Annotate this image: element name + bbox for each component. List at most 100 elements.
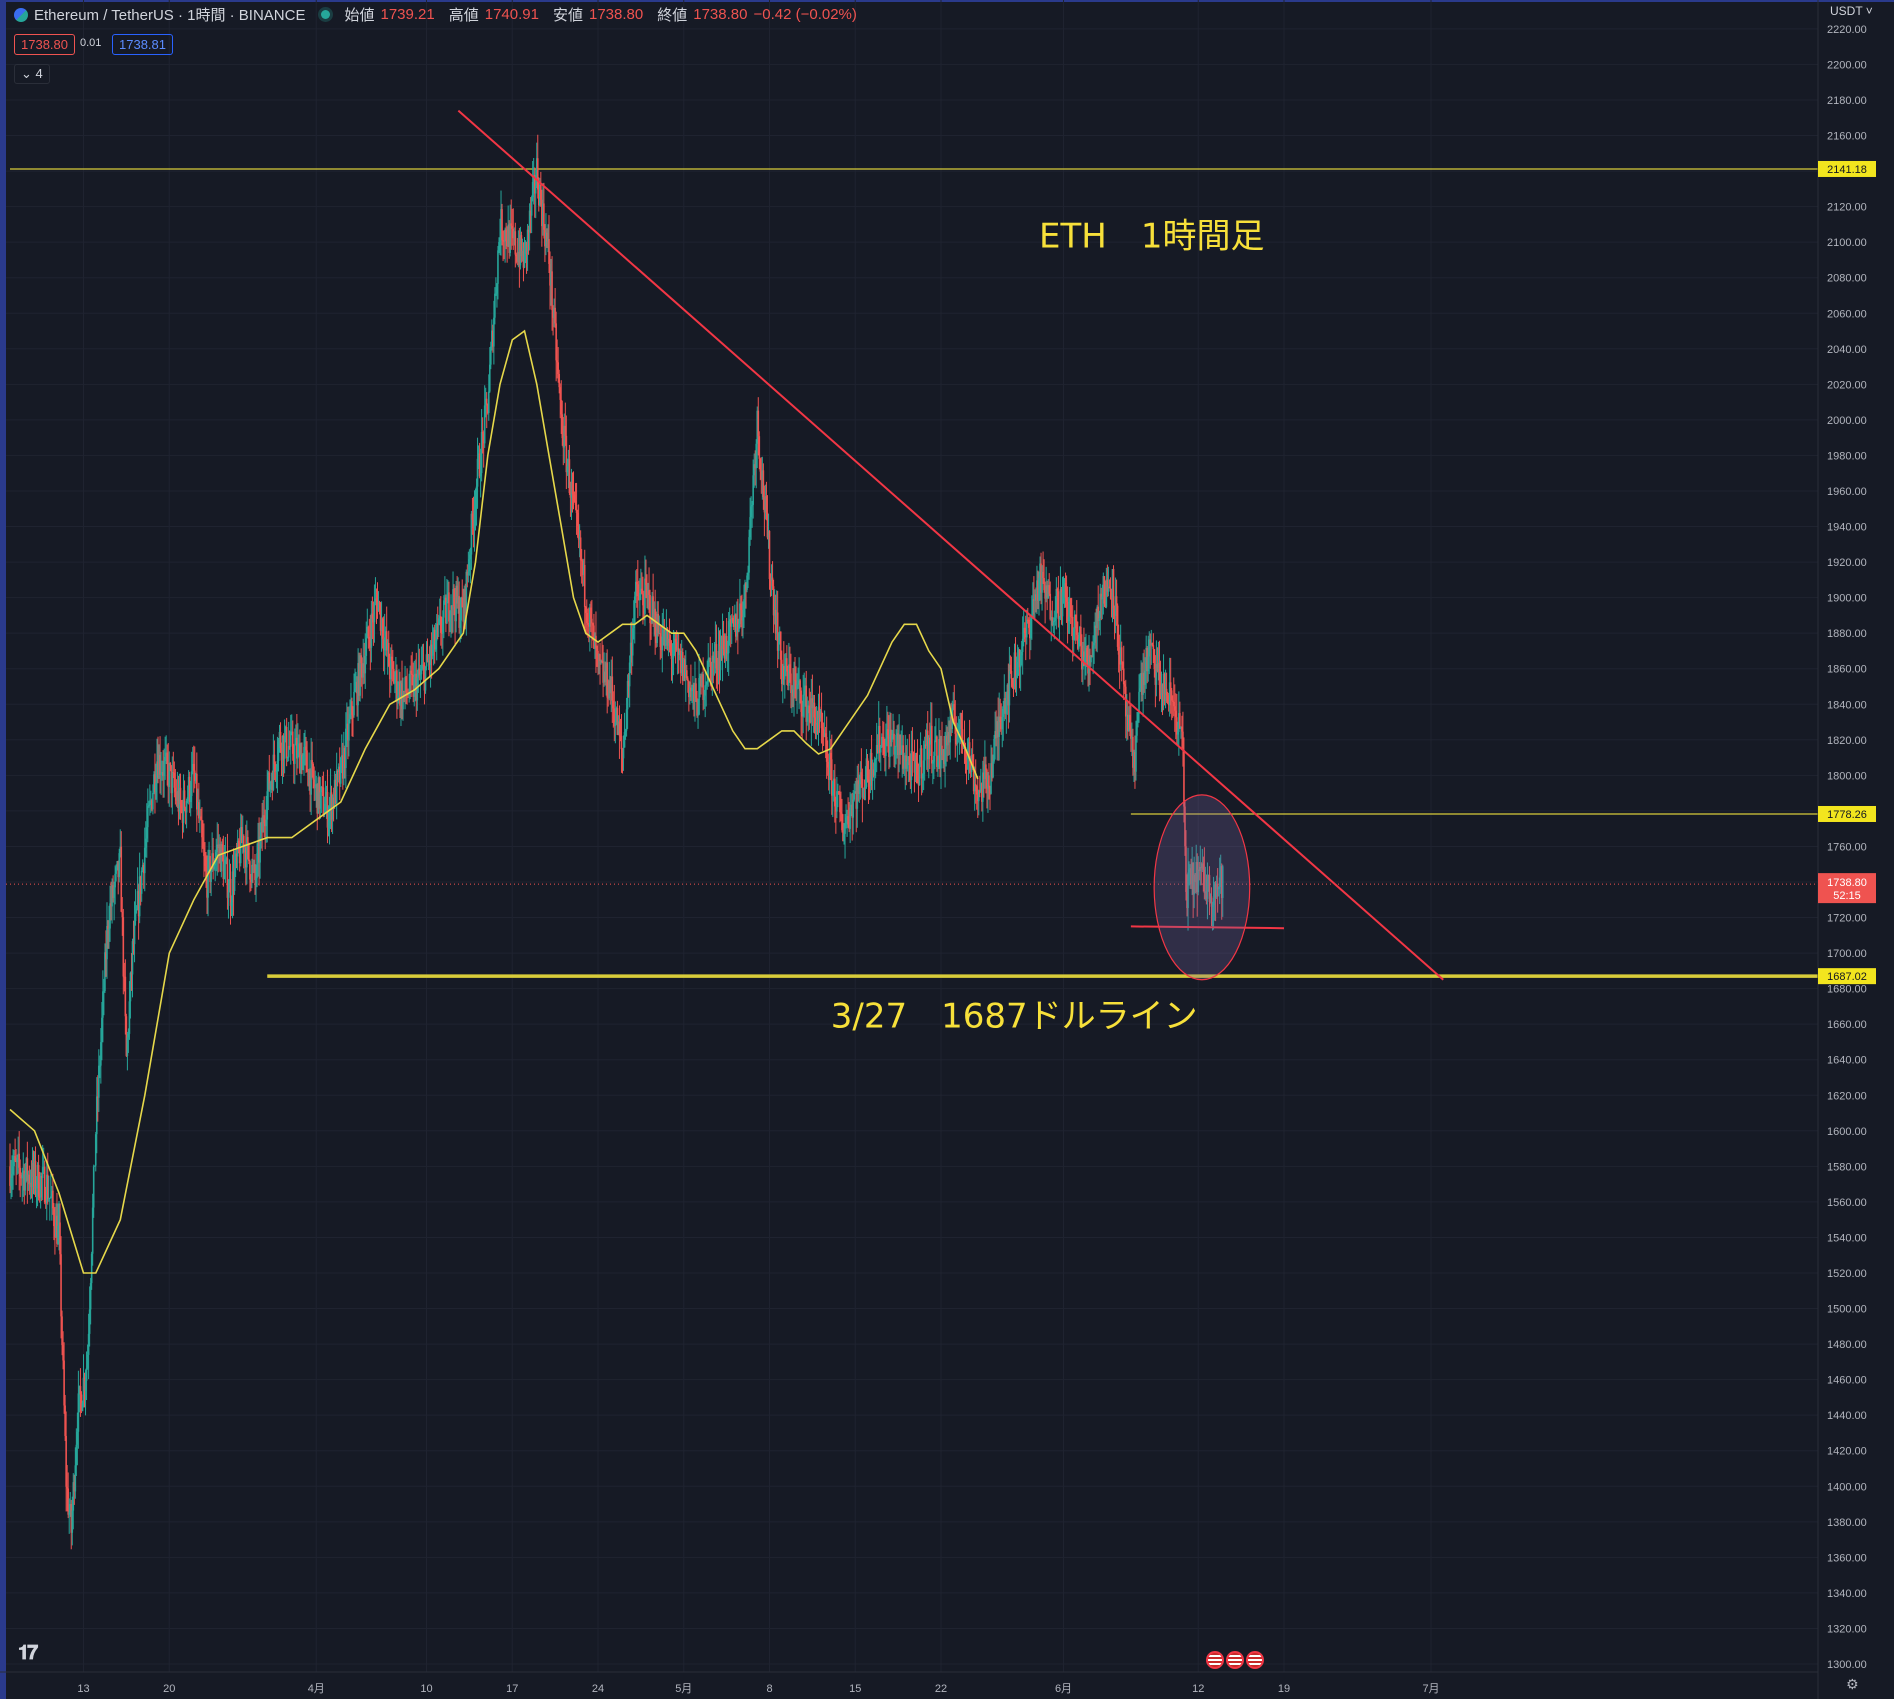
candle	[988, 775, 990, 788]
candle	[206, 876, 208, 898]
candle	[576, 512, 579, 526]
candle	[826, 761, 829, 768]
candle	[144, 838, 147, 848]
us-flag-icon[interactable]	[1226, 1651, 1244, 1669]
candle	[500, 209, 502, 238]
candle	[1188, 869, 1190, 873]
candle	[779, 631, 782, 660]
candle	[190, 771, 193, 796]
candle	[1099, 593, 1102, 619]
candle	[1032, 599, 1034, 615]
price-axis[interactable]: 2220.002200.002180.002160.002140.002120.…	[1817, 0, 1876, 1699]
candle	[733, 614, 736, 628]
candle	[84, 1380, 87, 1391]
candle	[112, 885, 114, 898]
candle	[535, 158, 538, 186]
trendlines[interactable]	[457, 109, 1444, 981]
y-tick-label: 1900.00	[1827, 593, 1867, 605]
settings-icon[interactable]: ⚙	[1846, 1676, 1859, 1692]
candle	[690, 687, 692, 692]
open-value: 1739.21	[380, 6, 435, 23]
economic-events[interactable]	[1206, 1651, 1264, 1669]
candle	[890, 729, 892, 743]
candle	[1097, 606, 1100, 621]
candle	[917, 775, 920, 786]
time-axis[interactable]: 13 20 4月 10 17 24 5月 8 15 22 6月 12 19 7月	[0, 1671, 1818, 1695]
candle	[753, 464, 755, 476]
candle	[119, 846, 122, 854]
candle	[720, 646, 723, 658]
candle	[856, 780, 859, 809]
level-tag	[1818, 805, 1876, 822]
candle	[615, 708, 618, 723]
candle	[488, 364, 491, 392]
candle	[427, 660, 430, 663]
candle	[327, 820, 330, 828]
candle	[1146, 647, 1149, 672]
candle	[68, 1512, 71, 1515]
indicators-toggle[interactable]: ⌄ 4	[14, 64, 50, 84]
candle	[445, 597, 447, 624]
candle	[919, 748, 922, 767]
us-flag-icon[interactable]	[1246, 1651, 1264, 1669]
tradingview-logo[interactable]: 𝟏𝟕	[18, 1642, 38, 1664]
candle	[762, 470, 765, 498]
candle	[496, 283, 498, 294]
candle	[54, 1226, 56, 1238]
candle	[105, 952, 107, 960]
candle	[691, 687, 693, 692]
y-tick-label: 2160.00	[1827, 131, 1867, 143]
candle	[102, 991, 104, 1018]
candle	[264, 823, 267, 827]
candle	[841, 813, 843, 831]
candle	[1059, 589, 1062, 618]
sell-price-button[interactable]: 1738.80	[14, 34, 75, 55]
candle	[486, 403, 489, 413]
candle	[702, 674, 704, 700]
candle	[995, 731, 997, 739]
candle	[1167, 703, 1170, 706]
candle	[304, 746, 306, 748]
candle	[780, 659, 783, 685]
candle	[672, 653, 675, 658]
candle	[939, 738, 941, 769]
candle	[1000, 722, 1003, 730]
candle	[982, 772, 984, 802]
candle	[139, 876, 142, 894]
buy-price-button[interactable]: 1738.81	[112, 34, 173, 55]
candle	[1179, 713, 1181, 729]
horizontal-lines[interactable]	[6, 168, 1818, 978]
candle	[1166, 695, 1169, 704]
candle	[253, 864, 255, 867]
candle	[686, 670, 688, 679]
candle	[1078, 638, 1080, 649]
candle	[1055, 589, 1058, 618]
candle	[368, 636, 371, 639]
candle	[866, 758, 869, 779]
candle	[18, 1153, 20, 1168]
y-tick-label: 1480.00	[1827, 1339, 1867, 1351]
candle	[359, 655, 361, 696]
candle	[133, 920, 136, 945]
candle	[959, 713, 962, 725]
candle	[124, 976, 127, 1017]
candle	[745, 583, 747, 590]
candle	[64, 1405, 66, 1436]
candle	[512, 228, 515, 239]
candle	[839, 794, 841, 813]
candle	[754, 464, 757, 469]
us-flag-icon[interactable]	[1206, 1651, 1224, 1669]
currency-selector[interactable]: USDT ˅	[1830, 4, 1873, 18]
candle	[1072, 628, 1075, 640]
candle	[247, 837, 249, 843]
candle	[1157, 662, 1160, 672]
candle	[1049, 593, 1052, 620]
candle	[897, 733, 899, 756]
candle	[246, 837, 248, 868]
candle	[531, 181, 534, 198]
symbol-title[interactable]: Ethereum / TetherUS · 1時間 · BINANCE	[34, 7, 306, 24]
candle	[899, 734, 901, 755]
candle	[160, 773, 162, 775]
candle	[215, 852, 218, 861]
